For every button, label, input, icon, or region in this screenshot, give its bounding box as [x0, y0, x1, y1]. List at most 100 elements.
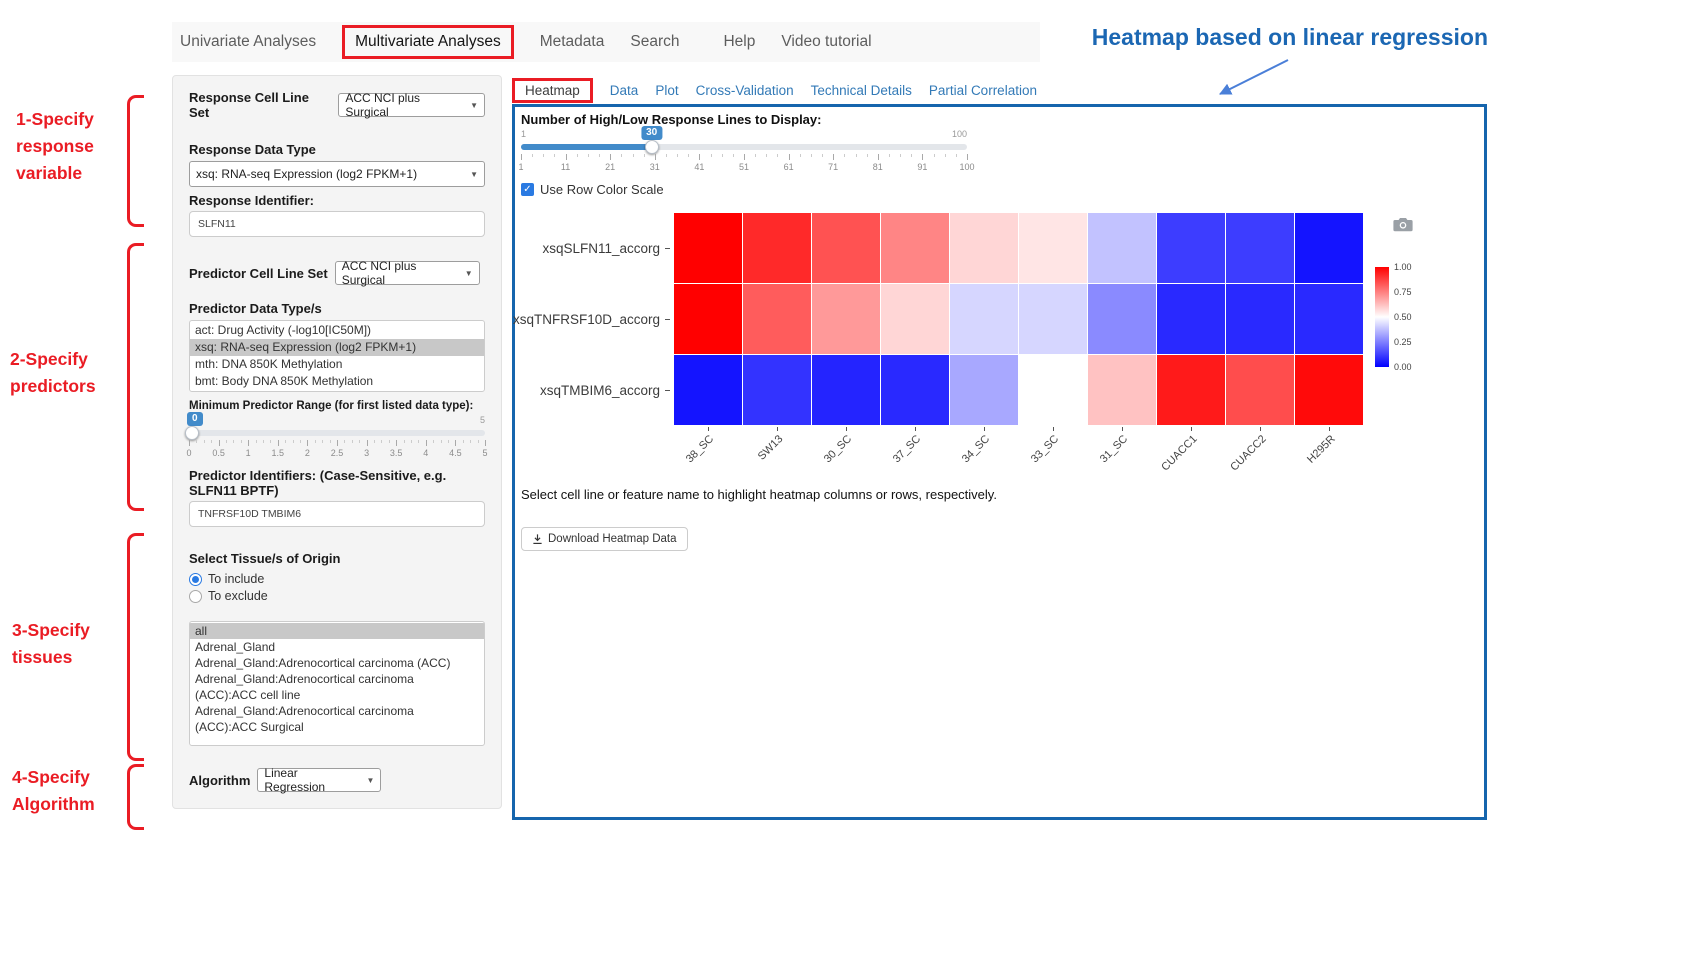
axis-tick	[1122, 427, 1123, 431]
list-option-mth-dna-850k-methylation[interactable]: mth: DNA 850K Methylation	[195, 357, 343, 371]
heatmap-cell[interactable]	[950, 213, 1018, 283]
heatmap-cell[interactable]	[674, 284, 742, 354]
heatmap-cell[interactable]	[1226, 284, 1294, 354]
algorithm-select[interactable]: Linear Regression ▼	[257, 766, 382, 794]
predictor-cell-line-set-select[interactable]: ACC NCI plus Surgical ▼	[334, 259, 480, 287]
heatmap-cell[interactable]	[950, 355, 1018, 425]
tab-data[interactable]: Data	[609, 82, 639, 98]
list-option-adrenal-gland[interactable]: Adrenal_Gland	[195, 640, 276, 654]
heatmap-cell[interactable]	[881, 284, 949, 354]
list-option-xsq-rna-seq-expression-log2-fpkm-1[interactable]: xsq: RNA-seq Expression (log2 FPKM+1)	[190, 339, 484, 356]
tissue-list[interactable]: all Adrenal_Gland Adrenal_Gland:Adrenocort…	[189, 621, 485, 746]
heatmap-row-label[interactable]: xsqSLFN11_accorg	[515, 213, 670, 283]
nav-item-metadata[interactable]: Metadata	[539, 33, 605, 50]
heatmap-cell[interactable]	[743, 213, 811, 283]
heatmap-row-label[interactable]: xsqTMBIM6_accorg	[515, 355, 670, 425]
display-lines-slider[interactable]: 1 100 30 1 11 21 31 41 51 61 71 81 91 100	[518, 126, 975, 174]
annotation-bracket-3	[127, 533, 144, 761]
heatmap-cell[interactable]	[1157, 355, 1225, 425]
heatmap-cell[interactable]	[812, 213, 880, 283]
nav-item-help[interactable]: Help	[723, 33, 756, 50]
response-identifier-input[interactable]	[189, 211, 485, 237]
slider-track[interactable]	[521, 144, 967, 150]
annotation-step-1: 1-Specify response variable	[16, 109, 94, 184]
slider-track[interactable]	[189, 430, 485, 436]
annotation-step-3: 3-Specify tissues	[12, 620, 90, 668]
heatmap-cell[interactable]	[674, 355, 742, 425]
slider-handle[interactable]	[184, 426, 199, 440]
nav-item-search[interactable]: Search	[630, 33, 680, 50]
predictor-data-type-label: Predictor Data Type/s	[189, 301, 322, 316]
top-nav: Univariate Analyses Multivariate Analyses…	[172, 22, 1040, 62]
list-option-all[interactable]: all	[190, 623, 484, 639]
axis-tick	[777, 427, 778, 431]
heatmap-cell[interactable]	[881, 355, 949, 425]
list-option-act-drug-activity-log10-ic50m[interactable]: act: Drug Activity (-log10[IC50M])	[195, 323, 372, 337]
heatmap-cell[interactable]	[1295, 284, 1363, 354]
heatmap-cell[interactable]	[1295, 355, 1363, 425]
heatmap-cell[interactable]	[950, 284, 1018, 354]
radio-label: To exclude	[208, 589, 268, 603]
heatmap-cell[interactable]	[1226, 355, 1294, 425]
min-predictor-range-slider[interactable]: 05000.511.522.533.544.55	[184, 412, 488, 460]
slider-handle[interactable]	[644, 140, 659, 154]
tab-technical-details[interactable]: Technical Details	[810, 82, 912, 98]
heatmap-cell[interactable]	[1295, 213, 1363, 283]
colorbar-tick-label: 0.25	[1394, 337, 1412, 347]
heatmap-cell[interactable]	[881, 213, 949, 283]
heatmap-cell[interactable]	[812, 355, 880, 425]
annotation-bracket-1	[127, 95, 144, 227]
annotation-bracket-2	[127, 243, 144, 511]
nav-item-univariate-analyses[interactable]: Univariate Analyses	[180, 33, 317, 50]
heatmap-cell[interactable]	[1157, 213, 1225, 283]
nav-item-video-tutorial[interactable]: Video tutorial	[781, 33, 872, 50]
axis-tick	[915, 427, 916, 431]
tab-heatmap[interactable]: Heatmap	[512, 77, 593, 103]
use-row-color-scale-checkbox[interactable]: ✓ Use Row Color Scale	[521, 182, 664, 197]
heatmap-cell[interactable]	[1088, 355, 1156, 425]
predictor-identifiers-input[interactable]	[189, 501, 485, 527]
response-cell-line-set-label: Response Cell Line Set	[189, 90, 309, 120]
nav-item-multivariate-analyses[interactable]: Multivariate Analyses	[342, 25, 514, 59]
heatmap-cell[interactable]	[743, 284, 811, 354]
predictor-data-type-list[interactable]: act: Drug Activity (-log10[IC50M]) xsq: R…	[189, 320, 485, 392]
display-lines-slider-label: Number of High/Low Response Lines to Dis…	[521, 112, 822, 127]
colorbar-tick-label: 0.00	[1394, 362, 1412, 372]
tab-partial-correlation[interactable]: Partial Correlation	[928, 82, 1037, 98]
download-heatmap-data-button[interactable]: Download Heatmap Data	[521, 527, 688, 551]
list-option-adrenal-gland-adrenocortical-carcinoma-acc[interactable]: Adrenal_Gland:Adrenocortical carcinoma (…	[195, 656, 451, 670]
heatmap-cell[interactable]	[1088, 284, 1156, 354]
camera-icon[interactable]	[1393, 217, 1413, 237]
list-option-bmt-body-dna-850k-methylation[interactable]: bmt: Body DNA 850K Methylation	[195, 374, 374, 388]
list-option-adrenal-gland-adrenocortical-carcinoma-acc-acc-cell-line[interactable]: Adrenal_Gland:Adrenocortical carcinoma (…	[195, 672, 414, 702]
heatmap-cell[interactable]	[743, 355, 811, 425]
slider-min-label: 1	[521, 129, 527, 139]
response-cell-line-set-select[interactable]: ACC NCI plus Surgical ▼	[338, 91, 485, 119]
response-identifier-label: Response Identifier:	[189, 193, 314, 208]
heatmap-row-label-text: xsqSLFN11_accorg	[542, 240, 660, 256]
heatmap-cell[interactable]	[1019, 355, 1087, 425]
heatmap-cell[interactable]	[1019, 213, 1087, 283]
heatmap-cell[interactable]	[812, 284, 880, 354]
axis-tick	[665, 247, 670, 249]
axis-tick	[846, 427, 847, 431]
annotation-title: Heatmap based on linear regression	[1091, 24, 1488, 50]
colorbar-tick-label: 0.75	[1394, 287, 1412, 297]
heatmap-cell[interactable]	[1019, 284, 1087, 354]
radio-to-exclude[interactable]: To exclude	[189, 589, 485, 603]
heatmap-cell[interactable]	[1157, 284, 1225, 354]
predictor-cell-line-set-value: ACC NCI plus Surgical	[341, 259, 417, 287]
heatmap-cell[interactable]	[1226, 213, 1294, 283]
checkmark-icon: ✓	[523, 183, 532, 195]
algorithm-value: Linear Regression	[264, 766, 326, 794]
heatmap-cell[interactable]	[1088, 213, 1156, 283]
tab-plot[interactable]: Plot	[655, 82, 679, 98]
response-data-type-select[interactable]: xsq: RNA-seq Expression (log2 FPKM+1) ▼	[189, 161, 485, 187]
heatmap-row-label[interactable]: xsqTNFRSF10D_accorg	[513, 284, 670, 354]
heatmap-cell[interactable]	[674, 213, 742, 283]
radio-to-include[interactable]: To include	[189, 572, 485, 586]
list-option-adrenal-gland-adrenocortical-carcinoma-acc-acc-surgical[interactable]: Adrenal_Gland:Adrenocortical carcinoma (…	[195, 704, 414, 734]
slider-max-label: 5	[479, 415, 485, 425]
tab-cross-validation[interactable]: Cross-Validation	[695, 82, 794, 98]
